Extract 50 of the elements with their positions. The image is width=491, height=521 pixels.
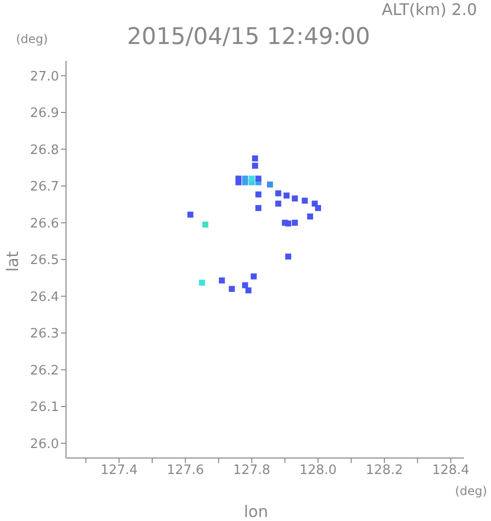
point bbox=[284, 192, 290, 199]
y-tick-label: 26.9 bbox=[30, 106, 59, 122]
x-tick-label: 127.8 bbox=[233, 463, 270, 478]
y-tick-label: 26.4 bbox=[30, 290, 59, 305]
point bbox=[235, 176, 242, 182]
y-tick-label: 26.7 bbox=[30, 180, 59, 195]
point bbox=[202, 222, 208, 228]
point bbox=[275, 190, 282, 196]
point bbox=[228, 286, 235, 292]
text: (deg) bbox=[16, 32, 48, 46]
text: (deg) bbox=[455, 484, 487, 498]
point bbox=[248, 176, 255, 182]
point bbox=[292, 220, 298, 226]
point bbox=[252, 155, 258, 162]
x-tick-label: 128.4 bbox=[432, 463, 470, 478]
point bbox=[250, 273, 257, 280]
y-axis-title: lat bbox=[2, 251, 22, 272]
x-tick-label: 128.0 bbox=[299, 463, 337, 478]
point bbox=[285, 220, 292, 226]
point bbox=[307, 213, 314, 220]
y-tick-label: 26.3 bbox=[30, 326, 59, 342]
point bbox=[275, 200, 282, 207]
point bbox=[242, 282, 248, 288]
x-tick-label: 127.6 bbox=[166, 463, 204, 478]
point bbox=[255, 205, 262, 212]
point bbox=[255, 191, 262, 198]
y-tick-label: 26.0 bbox=[30, 436, 59, 452]
chart-subtitle: ALT(km) 2.0 bbox=[382, 0, 477, 19]
point bbox=[315, 205, 322, 212]
x-tick-label: 127.4 bbox=[100, 463, 138, 478]
point bbox=[187, 212, 194, 218]
point bbox=[285, 254, 292, 260]
point bbox=[255, 176, 262, 182]
point bbox=[242, 176, 248, 182]
chart-title: 2015/04/15 12:49:00 bbox=[127, 24, 370, 50]
y-tick-label: 26.1 bbox=[30, 400, 59, 416]
y-tick-label: 26.8 bbox=[30, 142, 59, 158]
y-tick-label: 26.6 bbox=[30, 216, 59, 232]
y-tick-label: 26.2 bbox=[30, 363, 59, 378]
x-axis-title: lon bbox=[244, 502, 268, 521]
point bbox=[198, 280, 205, 286]
point bbox=[252, 162, 258, 169]
point bbox=[266, 182, 273, 188]
point bbox=[218, 277, 225, 284]
point bbox=[292, 195, 298, 202]
y-tick-label: 27.0 bbox=[30, 69, 59, 84]
x-tick-label: 128.2 bbox=[366, 463, 404, 478]
point bbox=[245, 287, 252, 294]
y-tick-label: 26.5 bbox=[30, 253, 59, 268]
point bbox=[302, 198, 308, 204]
